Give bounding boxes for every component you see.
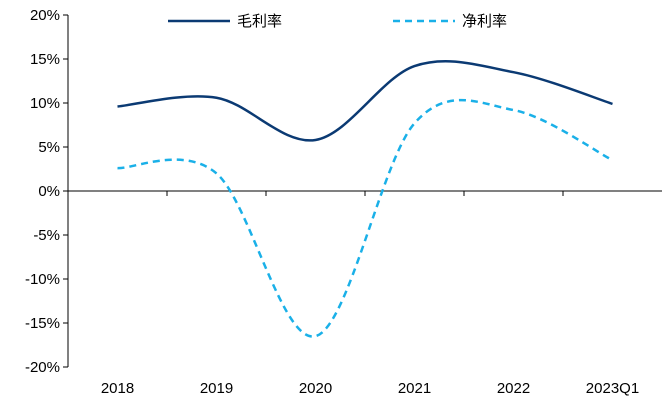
x-tick-label: 2023Q1 [586, 380, 639, 397]
y-tick-label: -15% [25, 315, 60, 332]
y-tick-label: -10% [25, 271, 60, 288]
legend: 毛利率 净利率 [168, 12, 507, 30]
legend-label: 毛利率 [237, 12, 282, 30]
y-tick-label: 0% [38, 183, 60, 200]
x-tick-label: 2020 [299, 380, 332, 397]
y-tick-label: -20% [25, 359, 60, 376]
legend-label: 净利率 [462, 12, 507, 30]
series-line-net-margin [117, 98, 614, 338]
y-tick-label: 20% [30, 7, 60, 24]
y-tick-label: 15% [30, 51, 60, 68]
x-tick-label: 2022 [497, 380, 530, 397]
y-tick-label: -5% [33, 227, 60, 244]
y-tick-label: 10% [30, 95, 60, 112]
x-tick-label: 2018 [101, 380, 134, 397]
y-tick-label: 5% [38, 139, 60, 156]
x-tick-label: 2019 [200, 380, 233, 397]
axes: 20% 15% 10% 5% 0% -5% -10% -15% -20% 2018 2019 2020… [25, 7, 662, 397]
series-line-gross-margin [117, 60, 613, 142]
x-tick-label: 2021 [398, 380, 431, 397]
series-layer [117, 60, 614, 338]
